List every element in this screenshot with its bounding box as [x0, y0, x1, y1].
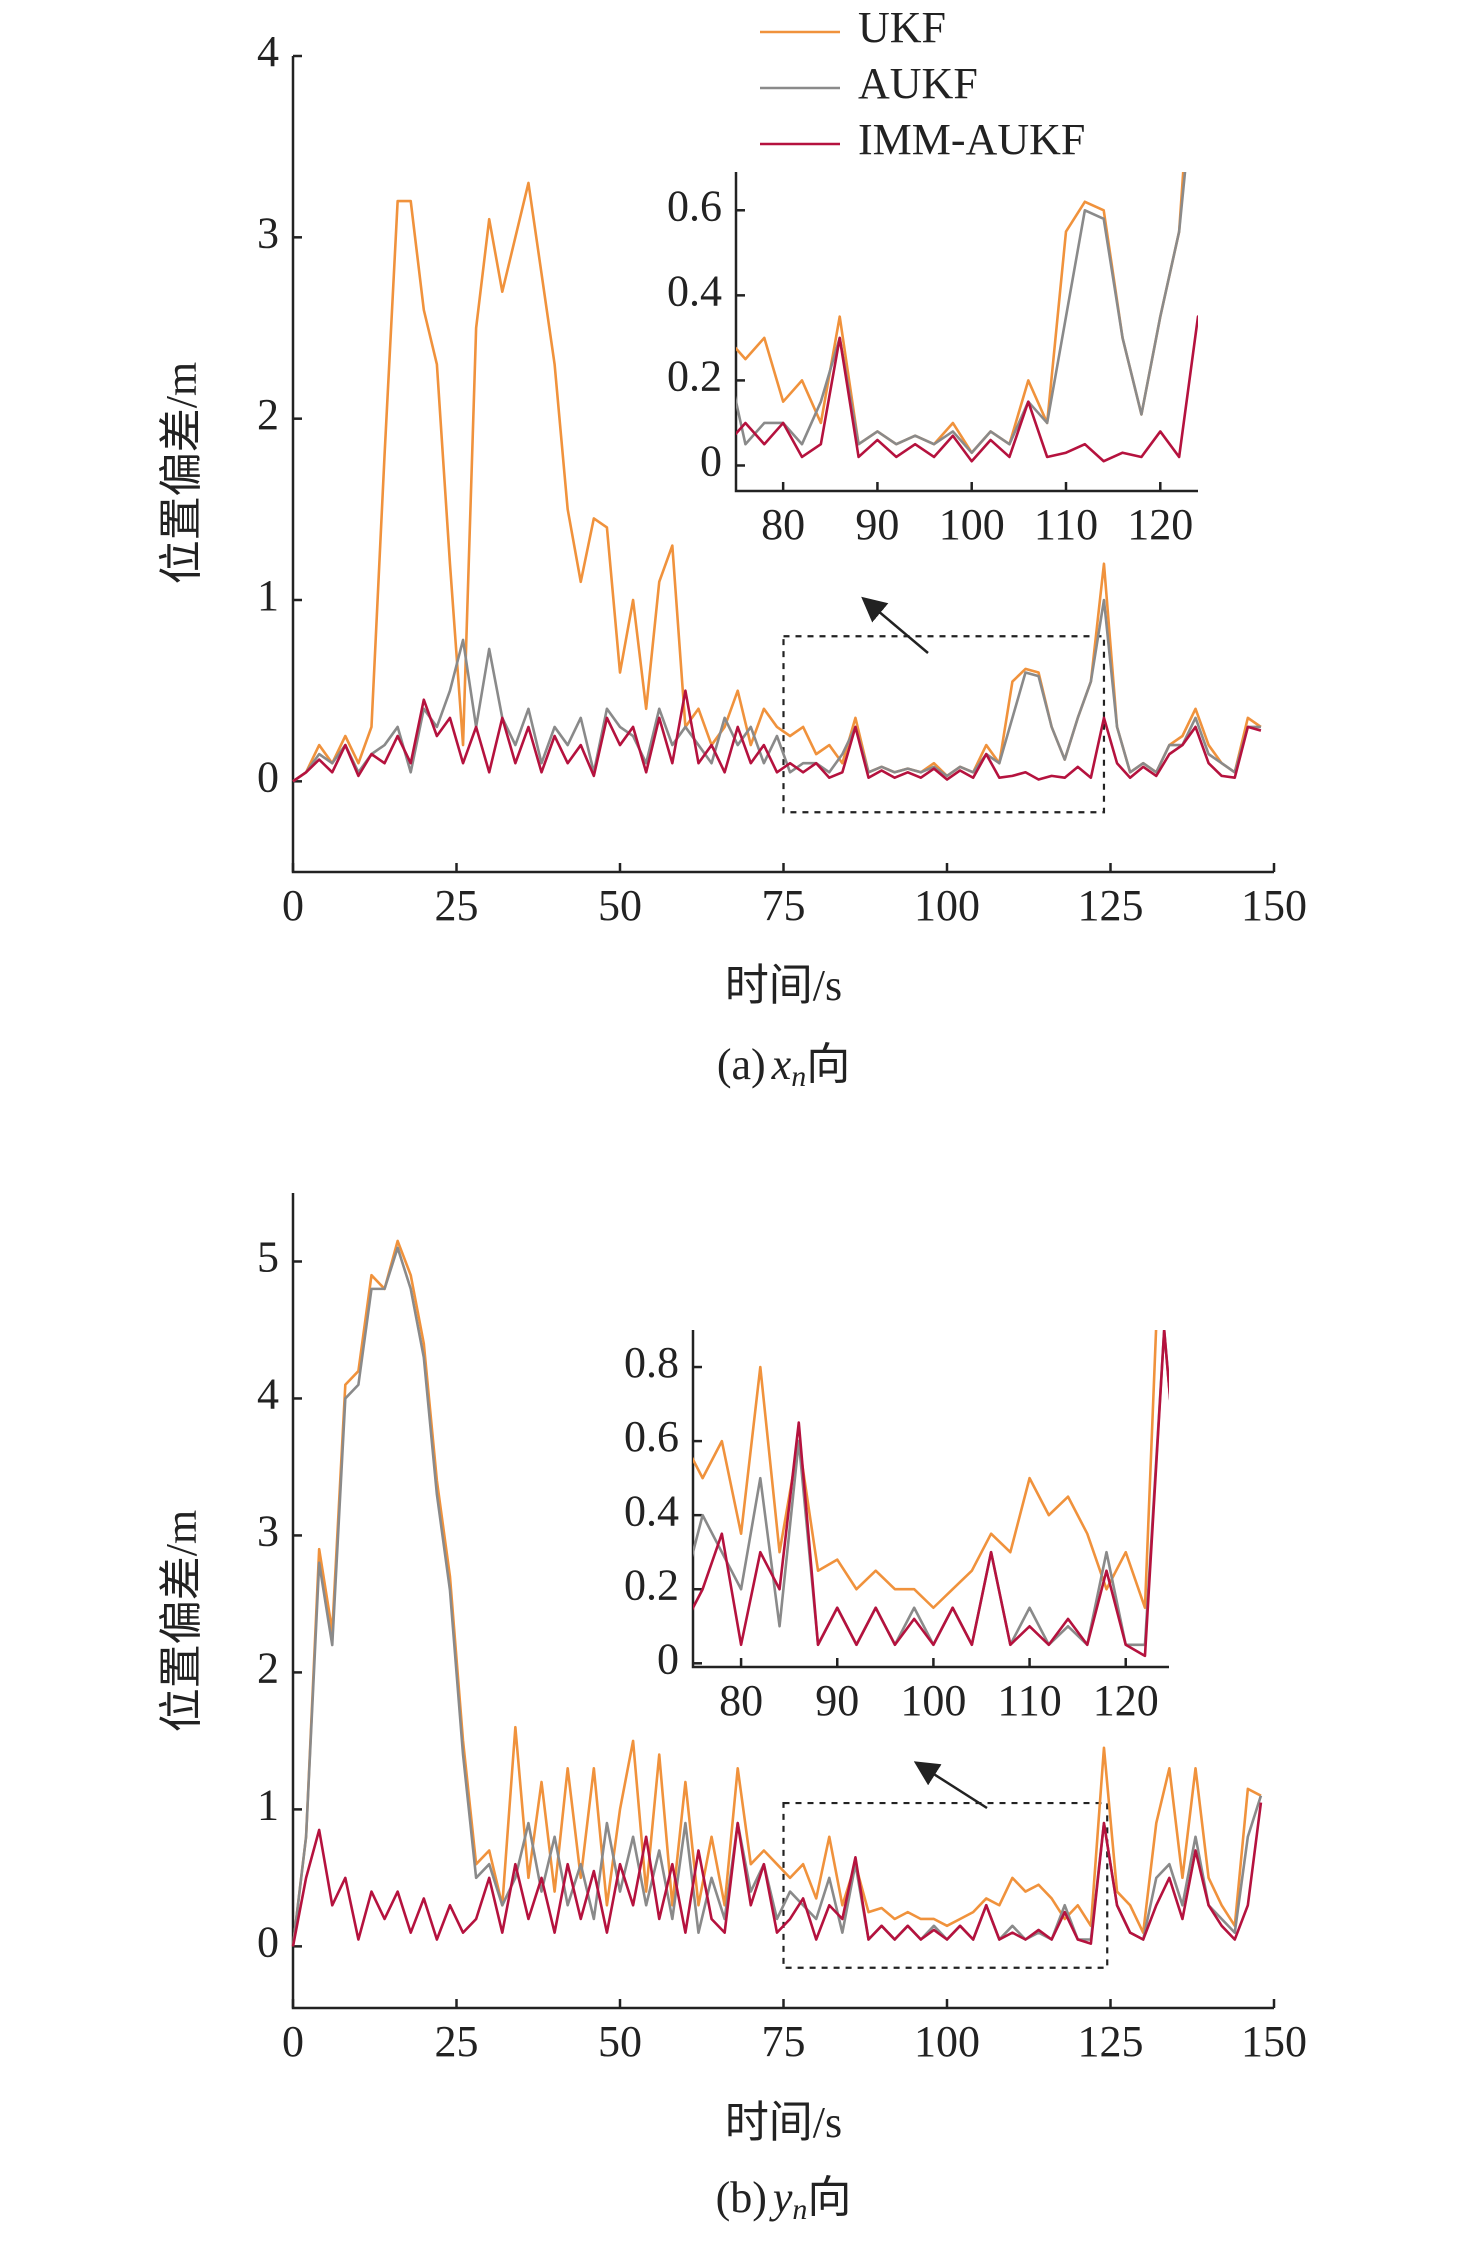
- caption-variable: x: [771, 1040, 792, 1089]
- inset-y-tick-label: 0.2: [667, 352, 722, 401]
- legend-label: IMM-AUKF: [858, 115, 1085, 164]
- main-y-tick-label: 5: [257, 1233, 279, 1282]
- x-axis-label: 时间/s: [725, 961, 842, 1010]
- inset-x-tick-label: 80: [761, 500, 805, 549]
- main-y-tick-label: 4: [257, 1370, 279, 1419]
- main-x-tick-label: 75: [762, 2017, 806, 2066]
- main-x-tick-label: 50: [598, 881, 642, 930]
- main-x-tick-label: 100: [914, 2017, 980, 2066]
- legend-label: UKF: [858, 3, 946, 52]
- main-x-tick-label: 150: [1241, 2017, 1307, 2066]
- y-axis-label: 位置偏差/m: [157, 1510, 206, 1732]
- main-line: [292, 181, 1262, 783]
- zoom-arrow: [913, 1761, 988, 1810]
- caption-variable: y: [769, 2173, 793, 2222]
- inset-x-tick-label: 90: [815, 1676, 859, 1725]
- main-y-tick-label: 3: [257, 208, 279, 257]
- caption-suffix: 向: [806, 1040, 850, 1089]
- inset-x-tick-label: 100: [900, 1676, 966, 1725]
- caption-subscript: n: [792, 2193, 807, 2226]
- inset-y-tick-label: 0.4: [624, 1486, 679, 1535]
- inset-x-tick-label: 120: [1127, 500, 1193, 549]
- inset-line: [736, 172, 1187, 455]
- main-x-tick-label: 125: [1078, 881, 1144, 930]
- zoom-arrow: [861, 596, 929, 654]
- main-y-tick-label: 0: [257, 752, 279, 801]
- legend-label: AUKF: [858, 59, 978, 108]
- main-y-tick-label: 2: [257, 1644, 279, 1693]
- main-x-tick-label: 0: [282, 881, 304, 930]
- inset-x-tick-label: 110: [997, 1676, 1061, 1725]
- inset-x-tick-label: 110: [1034, 500, 1098, 549]
- caption: (b) yn向: [716, 2173, 852, 2226]
- main-x-tick-label: 100: [914, 881, 980, 930]
- inset-y-tick-label: 0.6: [624, 1412, 679, 1461]
- main-y-tick-label: 0: [257, 1917, 279, 1966]
- main-x-tick-label: 0: [282, 2017, 304, 2066]
- caption-subscript: n: [791, 1060, 806, 1093]
- main-y-tick-label: 2: [257, 390, 279, 439]
- main-x-tick-label: 125: [1078, 2017, 1144, 2066]
- main-x-tick-label: 75: [762, 881, 806, 930]
- main-y-tick-label: 4: [257, 27, 279, 76]
- inset-x-tick-label: 90: [855, 500, 899, 549]
- main-x-tick-label: 150: [1241, 881, 1307, 930]
- y-axis-label: 位置偏差/m: [157, 362, 206, 584]
- caption-label: (a): [717, 1040, 766, 1089]
- inset-y-tick-label: 0: [700, 437, 722, 486]
- inset-x-tick-label: 80: [719, 1676, 763, 1725]
- inset-x-tick-label: 100: [939, 500, 1005, 549]
- main-line: [291, 1802, 1263, 1947]
- inset-y-tick-label: 0.8: [624, 1338, 679, 1387]
- inset-line: [736, 315, 1198, 463]
- zoom-box: [782, 635, 1106, 814]
- zoom-box: [782, 1801, 1109, 1969]
- inset-y-tick-label: 0.2: [624, 1560, 679, 1609]
- main-y-tick-label: 3: [257, 1507, 279, 1556]
- caption-suffix: 向: [807, 2173, 851, 2222]
- inset-y-tick-label: 0.4: [667, 266, 722, 315]
- inset-x-tick-label: 120: [1093, 1676, 1159, 1725]
- main-x-tick-label: 25: [435, 881, 479, 930]
- inset-line: [693, 1330, 1169, 1658]
- main-y-tick-label: 1: [257, 571, 279, 620]
- main-x-tick-label: 25: [435, 2017, 479, 2066]
- inset-y-tick-label: 0: [657, 1634, 679, 1683]
- main-x-tick-label: 50: [598, 2017, 642, 2066]
- main-line: [292, 689, 1262, 783]
- inset-line: [736, 172, 1185, 455]
- main-y-tick-label: 1: [257, 1780, 279, 1829]
- caption: (a) xn向: [717, 1040, 850, 1093]
- main-line: [292, 598, 1261, 783]
- inset-axis: [734, 172, 1198, 493]
- inset-y-tick-label: 0.6: [667, 181, 722, 230]
- x-axis-label: 时间/s: [725, 2098, 842, 2147]
- inset-background: [693, 1330, 1169, 1667]
- caption-label: (b): [716, 2173, 767, 2222]
